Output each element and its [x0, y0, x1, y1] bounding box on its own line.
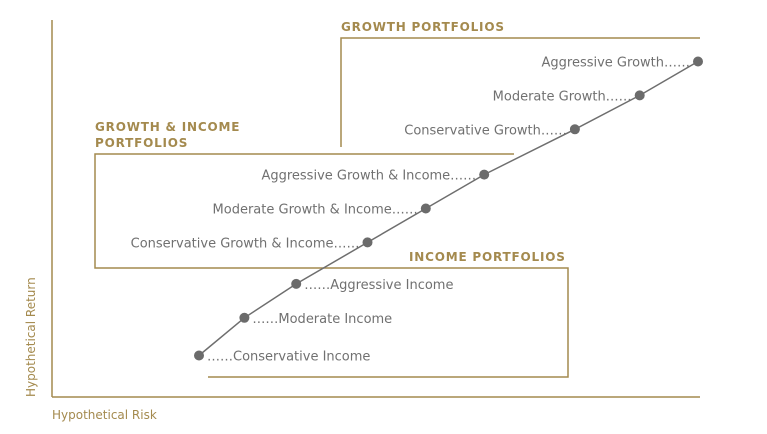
point-moderate-growth-and-income — [420, 203, 431, 214]
label-conservative-growth-and-income: Conservative Growth & Income…… — [131, 236, 360, 251]
group-title-income: INCOME PORTFOLIOS — [409, 250, 566, 264]
point-conservative-growth — [569, 124, 580, 135]
portfolio-brackets — [94, 37, 700, 378]
group-title-growth-income-line2: PORTFOLIOS — [95, 136, 188, 150]
data-points — [194, 56, 703, 361]
group-title-growth-income-line1: GROWTH & INCOME — [95, 120, 240, 134]
point-moderate-growth — [634, 90, 645, 101]
group-title-growth: GROWTH PORTFOLIOS — [341, 20, 505, 34]
point-moderate-income — [239, 312, 250, 323]
growth-income-bracket — [94, 153, 514, 269]
point-aggressive-income — [291, 278, 302, 289]
group-titles: GROWTH PORTFOLIOS GROWTH & INCOME PORTFO… — [95, 20, 566, 264]
label-conservative-growth: Conservative Growth…… — [404, 123, 567, 138]
label-aggressive-growth: Aggressive Growth…… — [542, 56, 691, 71]
x-axis-label: Hypothetical Risk — [52, 408, 157, 422]
label-aggressive-income: ……Aggressive Income — [304, 278, 453, 293]
point-aggressive-growth-and-income — [479, 169, 490, 180]
y-axis-label: Hypothetical Return — [24, 277, 38, 397]
point-labels: ……Conservative Income ……Moderate Income ……… — [131, 56, 690, 365]
point-conservative-income — [194, 350, 204, 361]
label-moderate-growth: Moderate Growth…… — [493, 89, 632, 104]
label-aggressive-growth-and-income: Aggressive Growth & Income…… — [261, 169, 476, 184]
point-conservative-growth-and-income — [362, 237, 373, 248]
label-moderate-growth-and-income: Moderate Growth & Income…… — [213, 203, 418, 218]
label-conservative-income: ……Conservative Income — [207, 350, 370, 365]
growth-bracket — [340, 37, 700, 147]
axes: Hypothetical Risk Hypothetical Return — [24, 20, 700, 422]
income-bracket — [208, 267, 569, 378]
point-aggressive-growth — [693, 56, 703, 67]
label-moderate-income: ……Moderate Income — [252, 312, 392, 327]
